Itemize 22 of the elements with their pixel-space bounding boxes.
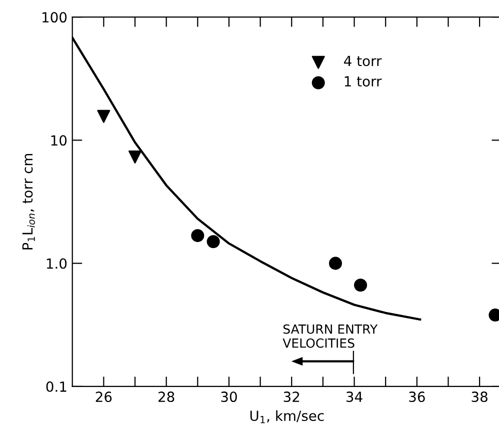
point xyxy=(354,278,368,292)
legend-label: 4 torr xyxy=(344,56,382,66)
point xyxy=(328,256,342,270)
x-tick-label: 34 xyxy=(346,392,362,402)
x-tick-label: 26 xyxy=(96,392,112,402)
point xyxy=(206,235,220,248)
legend-label: 1 torr xyxy=(344,76,382,87)
x-axis-title: U$_{1}$, km/sec xyxy=(250,410,324,424)
point xyxy=(128,150,142,164)
x-tick-label: 36 xyxy=(409,392,425,402)
y-tick-label: 1.0 xyxy=(46,258,67,269)
y-tick-label: 10 xyxy=(51,135,67,146)
x-tick-label: 28 xyxy=(158,392,174,402)
point xyxy=(191,229,204,242)
y-tick-label: 0.1 xyxy=(46,381,66,392)
annotation: SATURN ENTRY VELOCITIES xyxy=(282,324,378,348)
x-tick-label: 38 xyxy=(472,392,488,402)
y-axis-title: P$_{1}$L$_{ion}$, torr cm xyxy=(22,154,35,250)
point xyxy=(97,110,110,123)
x-tick-label: 32 xyxy=(284,392,300,402)
x-tick-label: 30 xyxy=(221,392,237,402)
y-tick-label: 100 xyxy=(42,12,67,23)
